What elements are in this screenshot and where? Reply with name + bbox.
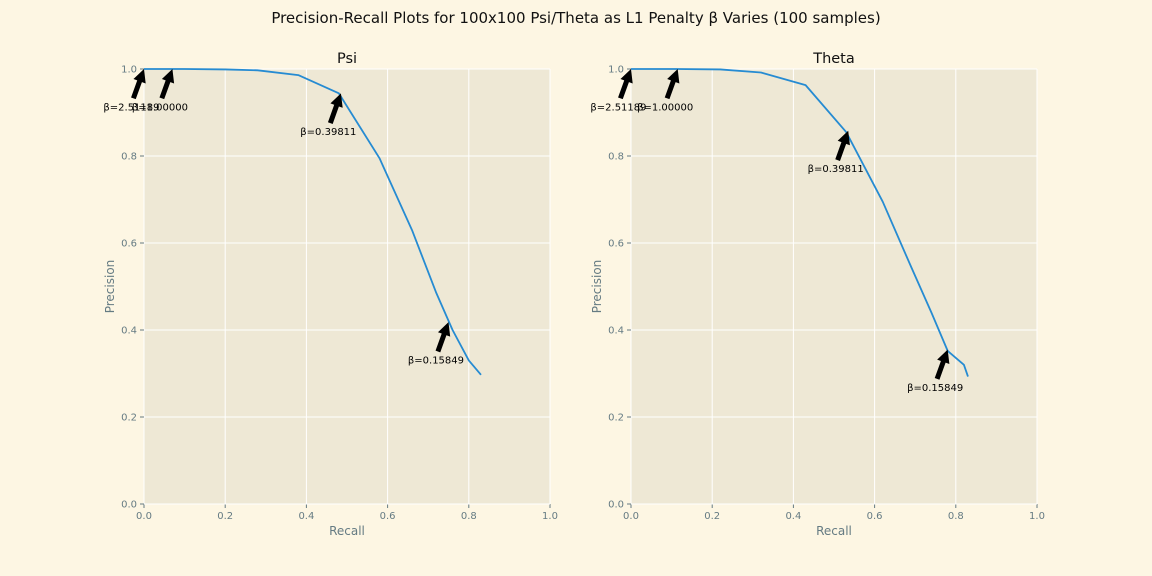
y-tick-label: 0.4	[608, 326, 624, 337]
x-tick-label: 1.0	[542, 511, 558, 522]
annotation-label: β=0.15849	[907, 383, 963, 394]
annotation-arrow	[327, 93, 343, 124]
y-tick-label: 0.8	[608, 152, 624, 163]
x-tick-label: 0.8	[948, 511, 964, 522]
x-tick-label: 0.0	[136, 511, 152, 522]
x-axis-label: Recall	[816, 524, 852, 538]
x-tick-label: 0.4	[785, 511, 801, 522]
y-tick-label: 1.0	[608, 65, 624, 76]
annotation-arrow	[618, 69, 633, 100]
annotation-label: β=0.39811	[808, 164, 864, 175]
annotation-arrow	[435, 322, 451, 353]
plot-area	[631, 69, 1037, 504]
y-tick-label: 0.6	[608, 239, 624, 250]
x-tick-label: 0.0	[623, 511, 639, 522]
y-axis-label: Precision	[103, 260, 117, 314]
y-tick-label: 0.2	[608, 413, 624, 424]
figure-suptitle: Precision-Recall Plots for 100x100 Psi/T…	[271, 9, 881, 27]
y-tick-label: 0.0	[608, 500, 624, 511]
annotation-label: β=0.15849	[408, 355, 464, 366]
annotation-arrow	[664, 69, 680, 100]
x-tick-label: 0.2	[704, 511, 720, 522]
annotation-label: β=0.39811	[300, 127, 356, 138]
x-tick-label: 0.4	[298, 511, 314, 522]
x-tick-label: 0.6	[380, 511, 396, 522]
pr-curve-line	[144, 68, 482, 376]
x-axis-label: Recall	[329, 524, 365, 538]
y-tick-label: 0.0	[121, 500, 137, 511]
annotation-label: β=2.51189	[590, 102, 646, 113]
plot-area	[144, 69, 550, 504]
annotation-arrow	[159, 69, 175, 100]
x-tick-label: 1.0	[1029, 511, 1045, 522]
y-tick-label: 0.6	[121, 239, 137, 250]
annotation-arrow	[934, 349, 950, 380]
y-tick-label: 0.2	[121, 413, 137, 424]
annotation-label: β=1.00000	[637, 102, 693, 113]
subplot-theta: 0.0 0.2 0.4 0.6 0.8 1.0 0.0 0.2 0.4 0.6 0.8 1.0 Thet…	[590, 51, 1045, 538]
y-tick-label: 0.8	[121, 152, 137, 163]
annotation-label: β=2.51189	[103, 102, 159, 113]
annotation-label: β=1.00000	[132, 102, 188, 113]
x-tick-label: 0.6	[867, 511, 883, 522]
x-tick-label: 0.2	[217, 511, 233, 522]
x-tick-label: 0.8	[461, 511, 477, 522]
subplot-psi: 0.0 0.2 0.4 0.6 0.8 1.0 0.0 0.2 0.4 0.6 0.8 1.0 Psi R…	[103, 51, 558, 538]
pr-curve-line	[631, 68, 969, 377]
y-tick-label: 0.4	[121, 326, 137, 337]
annotation-arrow	[835, 130, 850, 161]
y-axis-label: Precision	[590, 260, 604, 314]
subplot-title: Theta	[812, 51, 855, 67]
subplot-title: Psi	[337, 51, 357, 67]
annotation-arrow	[131, 69, 146, 100]
y-tick-label: 1.0	[121, 65, 137, 76]
